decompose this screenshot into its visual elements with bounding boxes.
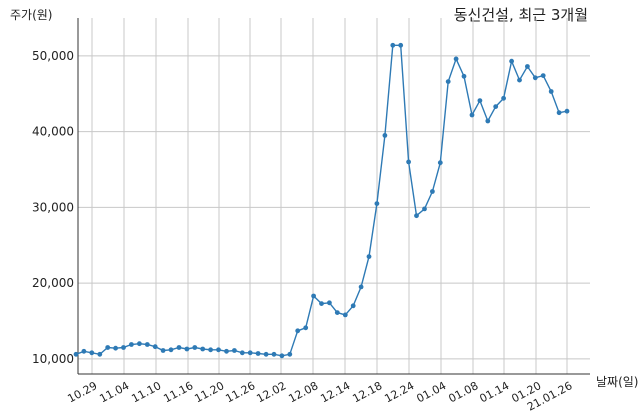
data-point (129, 342, 134, 347)
x-axis-label: 날짜(일) (596, 375, 639, 389)
y-tick-label: 30,000 (32, 200, 74, 214)
data-point (461, 73, 467, 79)
data-point (422, 206, 427, 212)
data-point (208, 347, 214, 353)
y-tick-label: 50,000 (32, 49, 74, 63)
x-tick-label: 11.16 (161, 379, 195, 405)
x-tick-label: 10.29 (65, 379, 99, 405)
data-point (532, 75, 538, 81)
data-point (216, 347, 221, 353)
data-point (319, 301, 324, 306)
data-point (382, 133, 388, 138)
data-point (287, 351, 293, 357)
data-point (556, 110, 562, 116)
x-tick-label: 11.26 (223, 379, 257, 405)
data-point (406, 159, 411, 165)
data-point (271, 351, 277, 357)
data-point (334, 310, 340, 315)
data-point (540, 73, 546, 78)
data-point (184, 346, 190, 352)
y-tick-label: 10,000 (32, 352, 74, 366)
data-point (263, 351, 269, 357)
data-point (152, 344, 158, 350)
x-tick-label: 11.10 (129, 379, 163, 405)
data-point (453, 56, 459, 62)
data-point (327, 300, 332, 306)
x-tick-label: 01.14 (477, 379, 511, 405)
data-point (247, 350, 253, 356)
data-point (414, 213, 419, 219)
data-point (366, 254, 372, 259)
data-point (509, 58, 514, 64)
data-point (303, 325, 309, 331)
data-point (81, 348, 87, 354)
data-point (224, 348, 229, 354)
data-point (525, 64, 530, 69)
x-tick-label: 01.04 (414, 379, 448, 405)
data-point (279, 353, 285, 359)
data-point (485, 118, 491, 124)
x-tick-label: 12.18 (350, 379, 384, 405)
data-point (113, 345, 118, 351)
data-point (311, 293, 316, 299)
data-point (239, 350, 245, 356)
data-point (437, 160, 443, 166)
data-point (342, 312, 348, 318)
data-point (295, 328, 301, 334)
data-point (144, 342, 150, 347)
data-point (255, 351, 261, 356)
data-point (73, 351, 79, 357)
x-tick-label: 12.02 (254, 379, 288, 405)
data-point (168, 347, 174, 353)
data-point (137, 341, 142, 347)
data-point (564, 108, 570, 114)
data-point (445, 79, 451, 84)
y-axis-label: 주가(원) (10, 8, 53, 22)
x-tick-label: 12.24 (382, 379, 416, 405)
data-point (97, 351, 103, 357)
data-point (398, 42, 404, 48)
data-point (350, 303, 356, 309)
data-point (160, 348, 166, 353)
data-point (469, 112, 475, 118)
data-point (390, 42, 396, 48)
y-tick-label: 20,000 (32, 276, 74, 290)
data-point (121, 345, 126, 350)
data-point (548, 89, 554, 94)
data-point (430, 189, 435, 194)
data-point (89, 350, 95, 356)
data-point (477, 98, 483, 103)
x-tick-label: 01.08 (446, 379, 480, 405)
data-point (176, 345, 182, 350)
series-line (75, 44, 568, 357)
x-tick-label: 12.08 (286, 379, 320, 405)
data-point (501, 95, 506, 101)
data-point (200, 346, 206, 352)
data-point (493, 104, 499, 109)
data-point (105, 345, 111, 350)
x-tick-label: 11.04 (97, 379, 131, 405)
chart-title: 동신건설, 최근 3개월 (453, 6, 588, 24)
data-point (374, 201, 380, 207)
data-point (358, 284, 364, 290)
x-tick-label: 12.14 (318, 379, 352, 405)
data-point (232, 348, 237, 353)
x-tick-label: 11.20 (192, 379, 226, 405)
data-point (192, 345, 198, 350)
data-point (517, 77, 522, 83)
y-tick-label: 40,000 (32, 125, 74, 139)
